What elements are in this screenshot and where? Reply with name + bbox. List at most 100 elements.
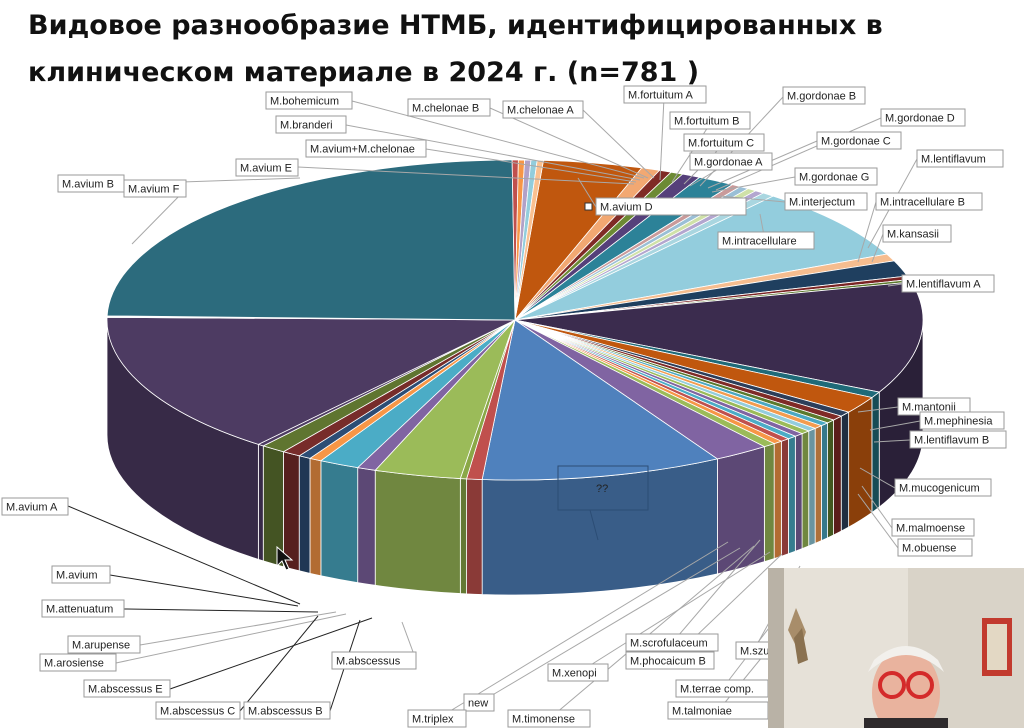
callout-label: M.chelonae A bbox=[502, 100, 584, 119]
pie-side-m-triplex-34 bbox=[459, 478, 467, 595]
leader-line-16 bbox=[711, 176, 796, 193]
leader-line-1 bbox=[489, 107, 649, 179]
callout-label-text: M.abscessus E bbox=[88, 684, 163, 696]
pie-side-m-scrofulaceum-30 bbox=[763, 443, 775, 563]
callout-label: M.phocaicum B bbox=[625, 651, 715, 670]
selection-handle-icon[interactable] bbox=[584, 202, 593, 211]
callout-label: M.avium A bbox=[1, 497, 69, 516]
callout-label: M.lentiflavum B bbox=[909, 430, 1007, 449]
pie-side-new-33 bbox=[466, 478, 483, 595]
callout-label-box bbox=[897, 538, 973, 557]
callout-label: M.terrae comp. bbox=[675, 679, 769, 698]
leader-line-unknown bbox=[589, 509, 599, 541]
callout-label: M.fortuitum C bbox=[683, 133, 765, 152]
callout-label-box bbox=[547, 663, 609, 682]
callout-label-text: M.chelonae A bbox=[507, 105, 574, 117]
leader-line-41 bbox=[577, 551, 771, 674]
callout-label: M.avium+M.chelonae bbox=[305, 139, 427, 158]
pie-side-unlabeled-24 bbox=[808, 427, 816, 547]
callout-label-text: M.avium E bbox=[240, 163, 292, 175]
callout-label-box bbox=[916, 149, 1004, 168]
callout-label-text: M.avium+M.chelonae bbox=[310, 144, 415, 156]
callout-label: M.avium F bbox=[123, 179, 187, 198]
callout-label: M.abscessus B bbox=[243, 701, 331, 720]
presenter-video-frame bbox=[768, 568, 1024, 728]
callout-label-box bbox=[595, 197, 747, 216]
callout-label: M.scrofulaceum bbox=[625, 633, 719, 652]
callout-label-text: M.abscessus C bbox=[160, 706, 235, 718]
slide-title: Видовое разнообразие НТМБ, идентифициров… bbox=[28, 10, 883, 88]
pie-slice-unlabeled-32[interactable] bbox=[481, 319, 719, 481]
callout-label-text: M.fortuitum C bbox=[688, 138, 754, 150]
callout-label-text: M.branderi bbox=[280, 120, 333, 132]
callout-label-box bbox=[507, 709, 591, 728]
callout-label-box bbox=[669, 111, 751, 130]
leader-line-43 bbox=[478, 547, 741, 704]
leader-line-38 bbox=[671, 539, 761, 644]
callout-label-text: M.obuense bbox=[902, 543, 956, 555]
leader-line-25 bbox=[873, 439, 911, 443]
callout-label-box bbox=[407, 98, 491, 117]
callout-label-text: M.chelonae B bbox=[412, 103, 479, 115]
pie-slice-m-avium-b-46[interactable] bbox=[106, 159, 516, 321]
callout-label-box bbox=[782, 86, 866, 105]
callout-label-text: M.intracellulare B bbox=[880, 197, 965, 209]
callout-label: M.gordonae D bbox=[880, 108, 966, 127]
leader-line-8 bbox=[425, 148, 637, 183]
callout-label-box bbox=[83, 679, 171, 698]
leader-line-45 bbox=[436, 541, 729, 720]
leader-line-17 bbox=[577, 177, 597, 208]
pie-side-m-malmoense-21 bbox=[827, 419, 834, 539]
pie-side-m-szulgai-25 bbox=[801, 430, 810, 550]
callout-label: M.intracellulare bbox=[717, 231, 815, 250]
callout-label: M.avium B bbox=[57, 174, 125, 193]
webcam-video-overlay bbox=[768, 568, 1024, 728]
callout-label-text: M.avium A bbox=[6, 502, 58, 514]
callout-label-box bbox=[463, 693, 495, 712]
pie-side-unlabeled-23 bbox=[814, 425, 822, 544]
callout-label-box bbox=[880, 108, 966, 127]
pie-side-m-terrae-comp-27 bbox=[788, 435, 796, 555]
callout-label-box bbox=[717, 231, 815, 250]
leader-line-27 bbox=[861, 485, 893, 529]
pie-slice-m-avium-d-51[interactable] bbox=[514, 159, 544, 321]
callout-labels: M.bohemicum M.chelonae B M.chelonae A M.for… bbox=[1, 85, 1007, 728]
pie-slice-m-avium-a-43[interactable] bbox=[106, 316, 516, 445]
callout-label-text: M.timonense bbox=[512, 714, 575, 726]
callout-label-text: M.lentiflavum B bbox=[914, 435, 989, 447]
callout-label-box bbox=[909, 430, 1007, 449]
callout-label: M.mantonii bbox=[897, 397, 971, 416]
pie-slice-m-intracellulare-11[interactable] bbox=[514, 195, 888, 321]
callout-label-text: M.intracellulare bbox=[722, 236, 797, 248]
callout-label-text: M.fortuitum B bbox=[674, 116, 739, 128]
callout-label-text: new bbox=[468, 698, 488, 710]
callout-label: M.lentiflavum A bbox=[901, 274, 995, 293]
callout-label-text: M.avium D bbox=[600, 202, 653, 214]
leader-line-32 bbox=[139, 611, 337, 646]
leader-line-5 bbox=[345, 124, 641, 181]
leader-line-2 bbox=[582, 109, 655, 179]
callout-label-text: M.gordonae G bbox=[799, 172, 869, 184]
callout-label: M.gordonae A bbox=[689, 152, 773, 171]
callout-label-text: M.arosiense bbox=[44, 658, 104, 670]
callout-label-box bbox=[502, 100, 584, 119]
callout-label-box bbox=[891, 518, 975, 537]
callout-label-box bbox=[901, 274, 995, 293]
callout-label-box bbox=[689, 152, 773, 171]
leader-line-33 bbox=[115, 613, 347, 664]
leader-line-26 bbox=[859, 467, 896, 489]
leader-line-15 bbox=[131, 188, 187, 245]
callout-label: M.xenopi bbox=[547, 663, 609, 682]
callout-label-box bbox=[41, 599, 125, 618]
leader-line-28 bbox=[857, 493, 899, 549]
callout-label-box bbox=[51, 565, 111, 584]
callout-label-box bbox=[816, 131, 902, 150]
callout-label-text: M.gordonae C bbox=[821, 136, 891, 148]
pie-side-m-timonense-28 bbox=[780, 438, 789, 557]
callout-label: M.attenuatum bbox=[41, 599, 125, 618]
pie-side-m-abscessus-b-36 bbox=[357, 467, 376, 586]
callout-label: M.avium bbox=[51, 565, 111, 584]
leader-line-31 bbox=[123, 608, 319, 613]
leader-line-22 bbox=[887, 283, 903, 287]
